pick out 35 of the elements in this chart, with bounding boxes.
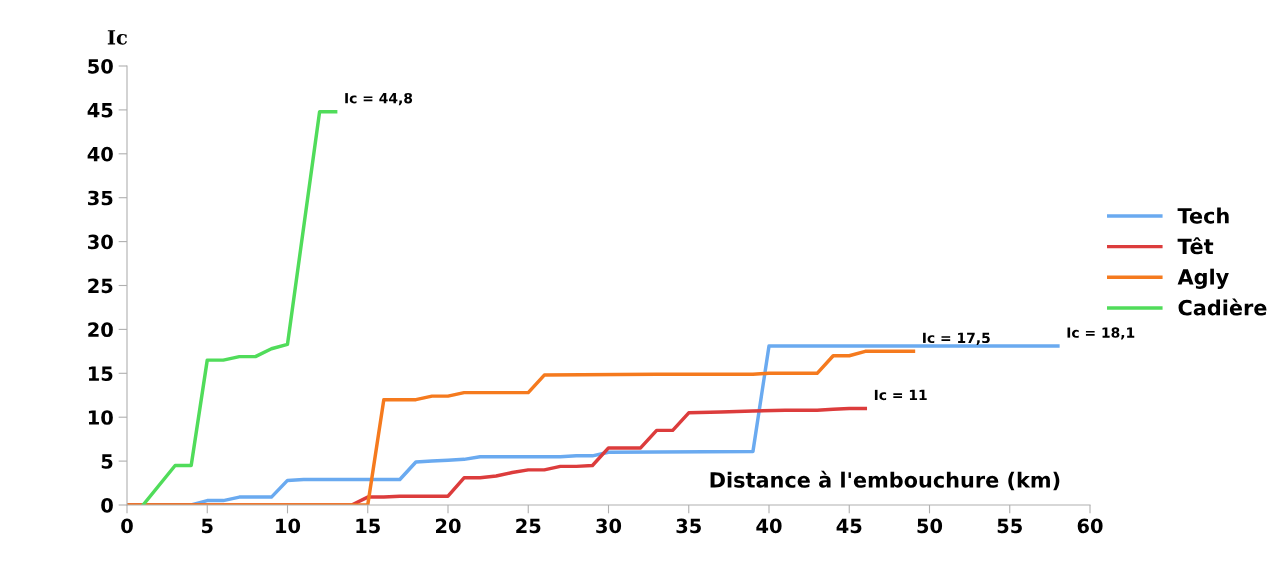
y-tick-label: 25 (88, 278, 113, 294)
annotation: Ic = 44,8 (345, 92, 413, 106)
x-tick-label: 40 (756, 518, 782, 534)
y-tick-label: 45 (87, 103, 113, 118)
y-tick-label: 35 (88, 190, 113, 206)
x-tick-label: 45 (836, 518, 862, 534)
x-tick-label: 35 (676, 518, 701, 534)
y-axis-title: Ic (107, 30, 127, 45)
x-tick-label: 0 (121, 518, 133, 534)
legend-label: Agly (1177, 268, 1229, 289)
x-tick-label: 30 (596, 518, 622, 534)
y-tick-label: 20 (88, 322, 113, 338)
x-tick-label: 50 (917, 518, 943, 534)
y-tick-label: 0 (101, 497, 113, 513)
x-tick-label: 55 (997, 518, 1022, 534)
x-tick-label: 60 (1077, 518, 1103, 534)
legend-label: Têt (1177, 237, 1214, 255)
y-tick-label: 10 (88, 410, 113, 425)
x-tick-label: 25 (516, 518, 541, 534)
annotation: Ic = 18,1 (1067, 327, 1135, 340)
x-tick-label: 15 (356, 518, 380, 534)
y-tick-label: 5 (101, 454, 113, 469)
y-tick-label: 50 (88, 58, 113, 74)
legend-label: Cadière (1178, 298, 1267, 316)
legend-label: Tech (1177, 207, 1229, 224)
y-tick-label: 40 (87, 146, 113, 162)
x-axis-title: Distance à l'embouchure (km) (710, 470, 1060, 491)
annotation: Ic = 17,5 (923, 332, 990, 345)
line-series (141, 109, 338, 505)
x-tick-label: 10 (276, 518, 301, 534)
y-tick-label: 30 (88, 234, 113, 250)
x-tick-label: 20 (436, 518, 461, 534)
x-tick-label: 5 (201, 518, 213, 534)
annotation: Ic = 11 (874, 389, 927, 401)
y-tick-label: 15 (88, 366, 113, 381)
